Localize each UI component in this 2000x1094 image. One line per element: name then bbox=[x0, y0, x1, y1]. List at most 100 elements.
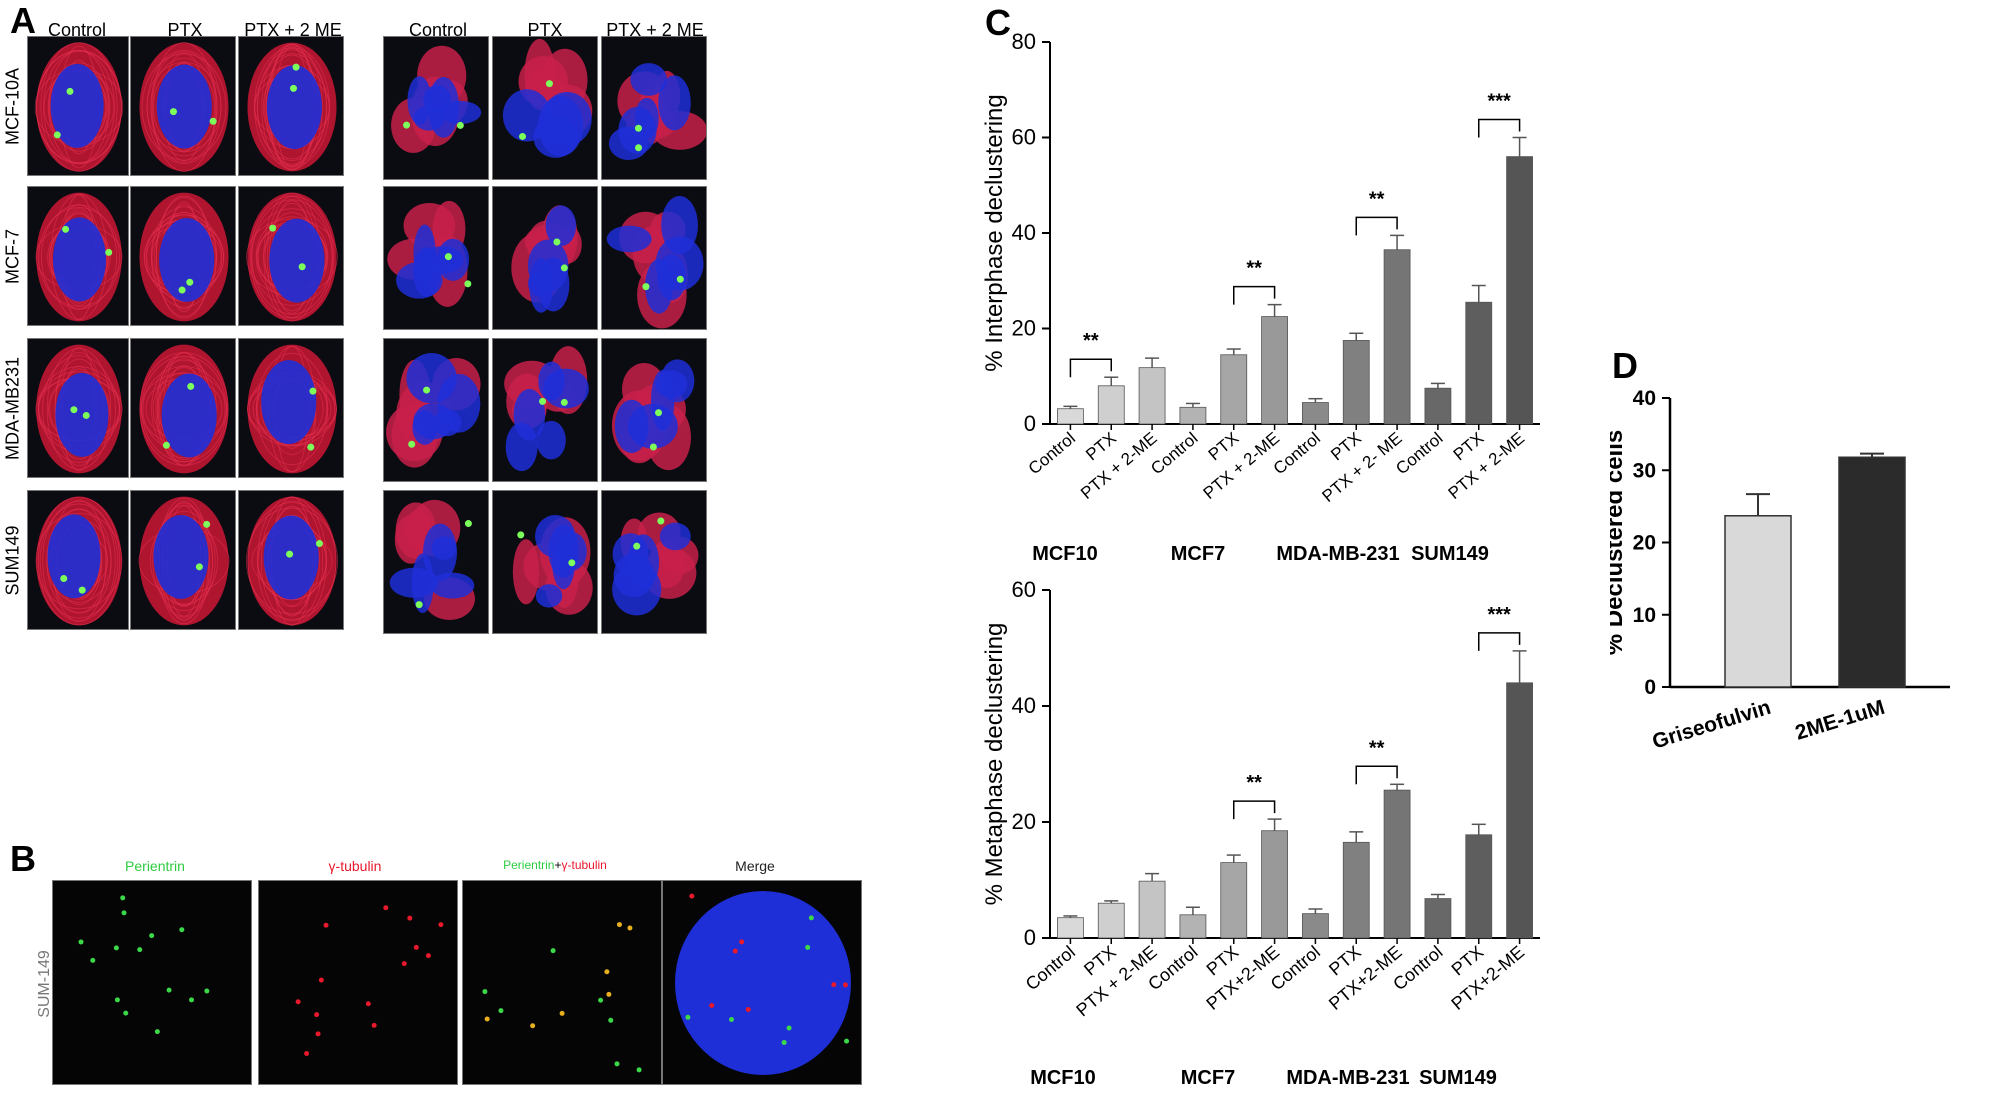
panel-a-interphase-cell bbox=[130, 490, 236, 630]
metaphase-micrograph bbox=[493, 339, 597, 481]
panel-b-micrograph bbox=[259, 881, 457, 1084]
y-tick-label: 30 bbox=[1633, 459, 1656, 482]
panel-a-metaphase-cell bbox=[492, 490, 598, 634]
panel-b-micrograph bbox=[663, 881, 861, 1084]
bar bbox=[1506, 682, 1533, 939]
x-tick-label: Griseofulvin bbox=[1650, 696, 1774, 754]
interphase-micrograph bbox=[131, 37, 235, 175]
combined-label-perientrin: Perientrin bbox=[503, 858, 555, 872]
panel-a-row-label: SUM149 bbox=[2, 525, 23, 596]
y-tick-label: 10 bbox=[1633, 604, 1656, 627]
y-tick-label: 20 bbox=[1012, 809, 1036, 834]
interphase-micrograph bbox=[131, 491, 235, 629]
bar bbox=[1424, 387, 1452, 425]
y-tick-label: 20 bbox=[1012, 316, 1036, 341]
bar bbox=[1383, 789, 1411, 939]
bar bbox=[1261, 316, 1288, 425]
panel-a-row-label: MCF-7 bbox=[2, 229, 23, 284]
significance-label: ** bbox=[1369, 737, 1385, 759]
interphase-micrograph bbox=[131, 187, 235, 325]
x-tick-label: Control bbox=[1270, 429, 1324, 479]
metaphase-micrograph bbox=[602, 339, 706, 481]
group-label: MCF10 bbox=[1030, 1067, 1096, 1089]
panel-label-b: B bbox=[10, 838, 36, 879]
panel-a-left-col-header: PTX bbox=[167, 20, 203, 40]
group-label: SUM149 bbox=[1419, 1067, 1497, 1089]
panel-b-cell bbox=[462, 880, 662, 1085]
panel-a-right-col-header: Control bbox=[408, 20, 468, 40]
metaphase-micrograph bbox=[493, 37, 597, 179]
panel-a-interphase-cell bbox=[130, 338, 236, 478]
panel-a-left-col-header: Control bbox=[47, 20, 107, 40]
y-tick-label: 20 bbox=[1633, 532, 1656, 555]
significance-bracket bbox=[1355, 765, 1398, 785]
interphase-micrograph bbox=[239, 339, 343, 477]
group-label: MCF7 bbox=[1181, 1067, 1235, 1089]
bar bbox=[1138, 367, 1166, 425]
panel-label-c: C bbox=[985, 2, 1011, 43]
panel-b-cell bbox=[52, 880, 252, 1085]
panel-a-interphase-cell bbox=[238, 338, 344, 478]
panel-a-metaphase-cell bbox=[601, 338, 707, 482]
significance-label: *** bbox=[1487, 91, 1511, 113]
panel-a-metaphase-cell bbox=[383, 36, 489, 180]
panel-a-metaphase-cell bbox=[492, 338, 598, 482]
interphase-declustering-chart: 0 20 40 60 80 % Interphase declustering Contro… bbox=[981, 29, 1540, 560]
x-tick-label: 2ME-1uM bbox=[1793, 696, 1888, 745]
y-tick-label: 80 bbox=[1012, 29, 1036, 54]
bar bbox=[1724, 515, 1792, 688]
group-label: MCF10 bbox=[1032, 543, 1098, 560]
significance-bracket bbox=[1478, 632, 1521, 651]
panel-b-header-perientrin: Perientrin bbox=[125, 858, 185, 874]
panel-a-interphase-cell bbox=[238, 490, 344, 630]
metaphase-micrograph bbox=[602, 187, 706, 329]
panel-a-row-label: MDA-MB231 bbox=[2, 356, 23, 461]
bar bbox=[1465, 834, 1493, 939]
bar bbox=[1342, 340, 1370, 425]
panel-label-d: D bbox=[1612, 345, 1638, 386]
bar bbox=[1138, 880, 1166, 939]
bar bbox=[1838, 456, 1906, 688]
y-tick-label: 60 bbox=[1012, 577, 1036, 602]
bar bbox=[1057, 917, 1084, 939]
interphase-micrograph bbox=[28, 187, 128, 325]
metaphase-micrograph bbox=[384, 339, 488, 481]
panel-a-interphase-cell bbox=[27, 338, 129, 478]
combined-label-plus: + bbox=[554, 858, 562, 872]
panel-b-cell bbox=[662, 880, 862, 1085]
y-tick-label: 0 bbox=[1024, 411, 1036, 436]
y-tick-label: 60 bbox=[1012, 125, 1036, 150]
y-tick-label: 40 bbox=[1012, 220, 1036, 245]
metaphase-micrograph bbox=[493, 491, 597, 633]
panel-a-interphase-cell bbox=[130, 36, 236, 176]
x-tick-label: Control bbox=[1147, 429, 1201, 479]
panel-label-a: A bbox=[10, 0, 36, 41]
bar bbox=[1342, 841, 1370, 939]
significance-label: *** bbox=[1487, 604, 1511, 626]
metaphase-micrograph bbox=[493, 187, 597, 329]
declustered-cells-chart: 0 10 20 30 40 % Declustered cells Griseofulvin… bbox=[1610, 387, 1950, 754]
bar bbox=[1302, 913, 1329, 939]
panel-a-metaphase-cell bbox=[601, 490, 707, 634]
bar bbox=[1220, 354, 1248, 425]
panel-a-interphase-cell bbox=[27, 36, 129, 176]
metaphase-micrograph bbox=[602, 491, 706, 633]
panel-a-interphase-cell bbox=[130, 186, 236, 326]
panel-b-micrograph bbox=[53, 881, 251, 1084]
bar bbox=[1424, 898, 1452, 939]
x-tick-label: PTX + 2-ME bbox=[1445, 429, 1529, 503]
y-axis-label: % Declustered cells bbox=[1610, 430, 1628, 655]
significance-label: ** bbox=[1369, 188, 1385, 210]
y-tick-label: 40 bbox=[1633, 387, 1656, 410]
panel-a-metaphase-cell bbox=[601, 186, 707, 330]
significance-label: ** bbox=[1083, 330, 1099, 352]
panel-a-right-col-header: PTX + 2 ME bbox=[606, 20, 704, 40]
metaphase-micrograph bbox=[384, 491, 488, 633]
bar bbox=[1261, 830, 1288, 939]
y-axis-label: % Interphase declustering bbox=[981, 94, 1008, 372]
bar bbox=[1302, 402, 1329, 425]
significance-bracket bbox=[1233, 800, 1276, 820]
interphase-micrograph bbox=[239, 187, 343, 325]
panel-a-metaphase-cell bbox=[492, 186, 598, 330]
panel-a-row-label: MCF-10A bbox=[2, 68, 23, 146]
